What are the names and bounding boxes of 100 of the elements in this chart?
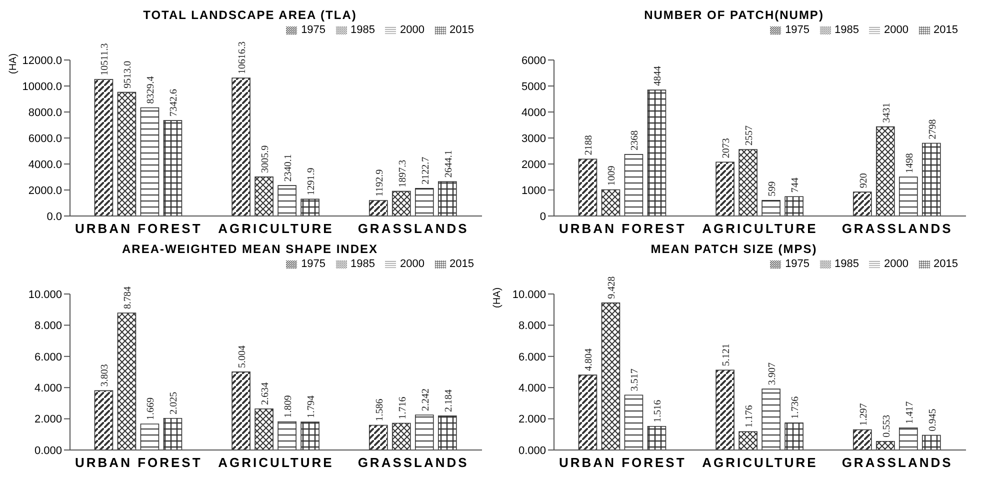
data-label: 1.516: [652, 400, 664, 422]
data-label: 8329.4: [146, 76, 157, 104]
data-label: 1498: [904, 153, 916, 174]
bar: [438, 416, 457, 450]
data-label: 1291.9: [306, 168, 318, 196]
data-label: 2188: [584, 135, 595, 156]
data-label: 744: [790, 178, 802, 193]
bar: [624, 154, 644, 216]
bar: [716, 370, 734, 450]
bar: [647, 90, 666, 216]
bar: [300, 422, 320, 450]
data-label: 8.784: [122, 286, 134, 309]
bar: [232, 372, 250, 450]
data-label: 1.417: [904, 401, 916, 424]
legend-label: 2000: [884, 258, 909, 270]
y-tick-label: 4.000: [34, 382, 62, 395]
bar: [368, 424, 388, 450]
data-label: 3431: [881, 102, 892, 123]
y-tick-label: 12000.0: [22, 54, 62, 67]
data-label: 1.176: [744, 405, 756, 428]
y-tick-label: 0.0: [46, 210, 62, 223]
bar: [922, 434, 941, 450]
y-tick-label: 5000: [522, 80, 546, 93]
chart-title: MEAN PATCH SIZE (MPS): [650, 242, 818, 256]
data-label: 2368: [630, 130, 641, 150]
bar: [140, 424, 160, 450]
y-tick-label: 10.000: [28, 288, 62, 301]
bar: [922, 142, 941, 216]
y-tick-label: 8.000: [34, 320, 62, 332]
data-label: 1192.9: [374, 169, 386, 196]
legend-label: 1975: [785, 258, 810, 270]
legend-label: 2015: [934, 258, 958, 270]
chart-title: NUMBER OF PATCH(NUMP): [643, 8, 825, 22]
x-tick-label: GRASSLANDS: [842, 221, 953, 236]
data-label: 1.736: [790, 396, 802, 419]
bar: [278, 421, 296, 450]
bar: [94, 390, 114, 450]
data-label: 1.794: [306, 396, 318, 418]
bar: [784, 422, 804, 450]
data-label: 10616.3: [237, 41, 248, 74]
data-label: 1897.3: [397, 160, 408, 188]
data-label: 9.428: [606, 276, 618, 299]
bar: [647, 426, 666, 450]
data-label: 9513.0: [122, 60, 134, 88]
bar: [163, 418, 182, 450]
x-tick-label: URBAN FOREST: [75, 221, 202, 236]
y-tick-label: 6.000: [34, 351, 62, 364]
data-label: 920: [858, 173, 870, 188]
y-tick-label: 2.000: [518, 414, 546, 426]
bar: [254, 408, 274, 450]
y-tick-label: 8000.0: [28, 106, 62, 119]
data-label: 1.297: [858, 403, 870, 426]
bar: [738, 431, 758, 450]
x-tick-label: URBAN FOREST: [75, 455, 202, 470]
x-tick-label: GRASSLANDS: [358, 221, 469, 236]
legend-label: 2000: [400, 258, 425, 270]
data-label: 1.809: [283, 395, 294, 418]
data-label: 10511.3: [100, 43, 111, 76]
legend-label: 1975: [301, 24, 326, 36]
data-label: 7342.6: [168, 89, 180, 117]
bar: [414, 414, 434, 450]
data-label: 3.803: [100, 364, 111, 387]
data-label: 0.553: [881, 414, 892, 438]
bar: [578, 374, 598, 450]
legend-label: 1975: [785, 24, 810, 36]
data-label: 2.242: [420, 388, 432, 412]
data-label: 4.804: [584, 348, 595, 372]
bar: [140, 107, 160, 216]
bar: [117, 312, 136, 450]
bar: [117, 92, 136, 216]
bar: [254, 176, 274, 216]
bar: [876, 440, 895, 450]
legend-label: 2015: [450, 24, 474, 36]
data-label: 2.184: [443, 389, 454, 412]
bar: [624, 394, 644, 450]
data-label: 3.517: [630, 368, 641, 392]
bar: [738, 149, 758, 216]
x-tick-label: AGRICULTURE: [218, 455, 334, 470]
y-tick-label: 3000: [522, 132, 546, 145]
bar: [163, 120, 182, 216]
legend-label: 1985: [834, 258, 860, 270]
bar: [414, 188, 434, 216]
x-tick-label: URBAN FOREST: [559, 455, 686, 470]
data-label: 4844: [652, 66, 664, 86]
data-label: 2.025: [168, 392, 180, 414]
x-tick-label: AGRICULTURE: [702, 221, 818, 236]
y-tick-label: 4000: [522, 106, 546, 119]
bar: [716, 162, 734, 216]
bar: [278, 185, 296, 216]
bar: [852, 429, 872, 450]
data-label: 2644.1: [443, 150, 454, 178]
data-label: 2122.7: [420, 156, 432, 184]
data-label: 599: [767, 181, 778, 196]
data-label: 1.586: [374, 398, 386, 422]
y-tick-label: 2000: [522, 158, 546, 171]
y-tick-label: 0.000: [518, 444, 546, 457]
bar: [438, 181, 457, 216]
y-tick-label: 10.000: [512, 288, 546, 301]
data-label: 5.004: [237, 345, 248, 368]
y-tick-label: 4.000: [518, 382, 546, 395]
